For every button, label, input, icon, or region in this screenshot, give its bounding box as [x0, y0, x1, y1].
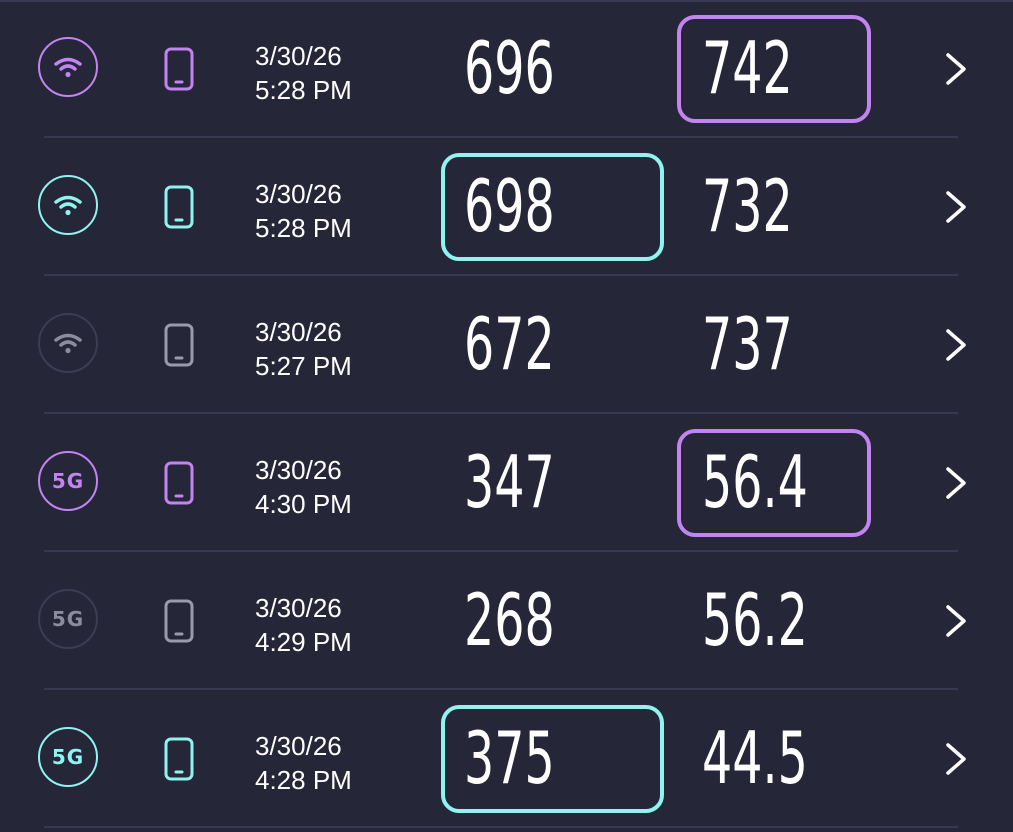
- download-highlight: [441, 705, 664, 813]
- phone-icon: [164, 599, 194, 643]
- upload-speed: 742: [702, 26, 793, 110]
- result-time: 4:29 PM: [255, 627, 352, 657]
- result-time: 5:27 PM: [255, 351, 352, 381]
- result-row-4[interactable]: 5G 3/30/26 4:30 PM 347 56.4: [0, 414, 1013, 552]
- result-row-2[interactable]: 3/30/26 5:28 PM 698 732: [0, 138, 1013, 276]
- chevron-right-icon[interactable]: [942, 327, 972, 363]
- chevron-right-icon[interactable]: [942, 51, 972, 87]
- result-row-3[interactable]: 3/30/26 5:27 PM 672 737: [0, 276, 1013, 414]
- result-timestamp: 3/30/26 5:28 PM: [255, 177, 352, 245]
- 5g-label: 5G: [51, 745, 85, 769]
- upload-highlight: [677, 429, 871, 537]
- network-type-icon: [38, 175, 98, 235]
- row-divider: [44, 688, 958, 690]
- download-speed: 696: [464, 26, 555, 110]
- result-date: 3/30/26: [255, 731, 342, 761]
- download-speed: 347: [464, 440, 555, 524]
- result-timestamp: 3/30/26 4:29 PM: [255, 591, 352, 659]
- phone-icon: [164, 47, 194, 91]
- upload-speed: 737: [702, 302, 793, 386]
- result-row-1[interactable]: 3/30/26 5:28 PM 696 742: [0, 0, 1013, 138]
- result-timestamp: 3/30/26 5:28 PM: [255, 39, 352, 107]
- download-speed: 672: [464, 302, 555, 386]
- result-time: 4:30 PM: [255, 489, 352, 519]
- network-type-icon: [38, 37, 98, 97]
- chevron-right-icon[interactable]: [942, 189, 972, 225]
- phone-icon: [164, 461, 194, 505]
- row-divider: [44, 550, 958, 552]
- result-date: 3/30/26: [255, 593, 342, 623]
- row-divider: [44, 274, 958, 276]
- network-type-icon: 5G: [38, 451, 98, 511]
- result-timestamp: 3/30/26 5:27 PM: [255, 315, 352, 383]
- upload-highlight: [677, 15, 871, 123]
- result-time: 5:28 PM: [255, 75, 352, 105]
- wifi-icon: [54, 57, 82, 78]
- phone-icon: [164, 323, 194, 367]
- row-divider: [44, 826, 958, 828]
- upload-speed: 56.4: [702, 440, 808, 524]
- phone-icon: [164, 737, 194, 781]
- network-type-icon: 5G: [38, 589, 98, 649]
- network-type-icon: 5G: [38, 727, 98, 787]
- chevron-right-icon[interactable]: [942, 603, 972, 639]
- result-row-5[interactable]: 5G 3/30/26 4:29 PM 268 56.2: [0, 552, 1013, 690]
- network-type-icon: [38, 313, 98, 373]
- row-divider: [44, 136, 958, 138]
- result-time: 4:28 PM: [255, 765, 352, 795]
- upload-speed: 732: [702, 164, 793, 248]
- download-speed: 375: [464, 716, 555, 800]
- download-highlight: [441, 153, 664, 261]
- result-row-6[interactable]: 5G 3/30/26 4:28 PM 375 44.5: [0, 690, 1013, 828]
- 5g-label: 5G: [51, 469, 85, 493]
- chevron-right-icon[interactable]: [942, 741, 972, 777]
- 5g-label: 5G: [51, 607, 85, 631]
- result-date: 3/30/26: [255, 455, 342, 485]
- result-time: 5:28 PM: [255, 213, 352, 243]
- row-divider: [44, 412, 958, 414]
- upload-speed: 56.2: [702, 578, 808, 662]
- download-speed: 268: [464, 578, 555, 662]
- chevron-right-icon[interactable]: [942, 465, 972, 501]
- result-timestamp: 3/30/26 4:28 PM: [255, 729, 352, 797]
- upload-speed: 44.5: [702, 716, 808, 800]
- phone-icon: [164, 185, 194, 229]
- wifi-icon: [54, 333, 82, 354]
- result-date: 3/30/26: [255, 179, 342, 209]
- result-timestamp: 3/30/26 4:30 PM: [255, 453, 352, 521]
- result-date: 3/30/26: [255, 41, 342, 71]
- result-date: 3/30/26: [255, 317, 342, 347]
- wifi-icon: [54, 195, 82, 216]
- top-divider: [0, 0, 1013, 2]
- download-speed: 698: [464, 164, 555, 248]
